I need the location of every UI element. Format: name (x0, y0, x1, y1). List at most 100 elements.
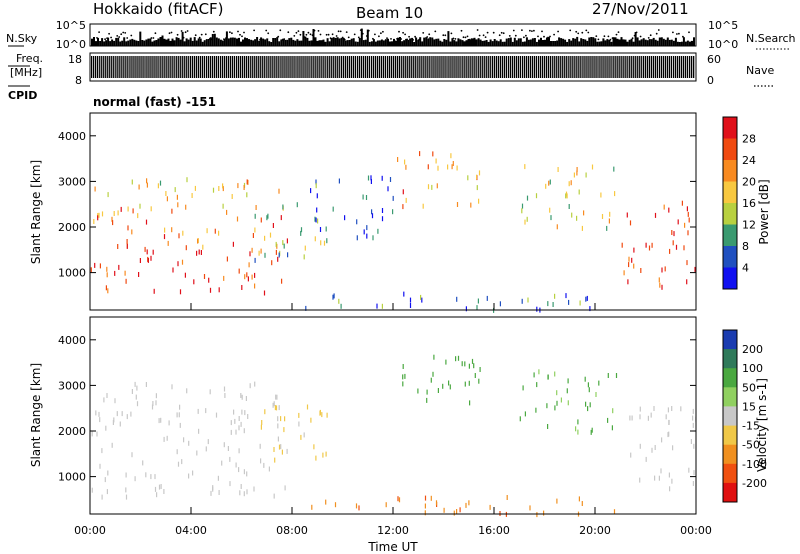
echo-cell (362, 194, 364, 200)
echo-cell (136, 401, 139, 407)
frequency-sample (207, 56, 210, 78)
echo-cell (264, 252, 266, 258)
echo-cell (244, 274, 246, 280)
echo-cell (614, 191, 616, 197)
echo-cell (196, 450, 198, 456)
nsearch-sample (106, 37, 108, 40)
x-tick-label: 00:00 (74, 524, 106, 537)
echo-cell (358, 505, 360, 511)
nsearch-sample (676, 33, 678, 35)
colorbar-tick-label: 50 (742, 381, 756, 394)
echo-cell (277, 416, 279, 422)
frequency-sample (630, 56, 632, 78)
echo-cell (95, 410, 97, 416)
nsearch-sample (428, 33, 431, 36)
echo-cell (197, 238, 199, 244)
frequency-sample (153, 56, 155, 78)
noise-sample (171, 38, 174, 46)
echo-cell (278, 252, 280, 258)
noise-sample (211, 34, 214, 46)
colorbar-segment (723, 203, 737, 225)
echo-cell (633, 263, 635, 269)
noise-sample (393, 38, 395, 46)
frequency-sample (105, 56, 107, 78)
echo-cell (113, 211, 115, 216)
noise-sample (217, 38, 220, 46)
frequency-sample (471, 56, 473, 78)
echo-cell (286, 238, 288, 244)
echo-cell (575, 426, 577, 432)
echo-cell (246, 471, 248, 477)
echo-cell (254, 272, 256, 278)
noise-sample (618, 39, 621, 46)
noise-sample (282, 38, 285, 46)
echo-cell (392, 195, 394, 201)
noise-sample (141, 40, 144, 46)
frequency-sample (546, 56, 548, 78)
power-scatter (90, 151, 696, 313)
echo-cell (171, 384, 173, 390)
nsearch-sample (267, 32, 270, 35)
echo-cell (319, 409, 321, 415)
frequency-sample (574, 56, 576, 78)
echo-cell (628, 256, 630, 262)
echo-cell (398, 497, 401, 503)
frequency-trace (91, 56, 695, 78)
echo-cell (404, 159, 406, 165)
frequency-sample (215, 56, 218, 78)
echo-cell (464, 361, 466, 367)
echo-cell (94, 186, 96, 192)
noise-sample (590, 37, 593, 46)
echo-cell (409, 297, 412, 303)
frequency-sample (693, 56, 695, 78)
nsearch-sample (390, 38, 392, 40)
echo-cell (237, 183, 239, 189)
nsearch-sample (468, 38, 471, 41)
frequency-sample (650, 56, 652, 78)
echo-cell (595, 392, 597, 397)
echo-cell (609, 211, 611, 217)
frequency-sample (290, 56, 292, 78)
echo-cell (167, 240, 169, 246)
echo-cell (238, 467, 240, 473)
frequency-sample (127, 56, 129, 78)
echo-cell (273, 493, 275, 499)
echo-cell (147, 257, 149, 263)
echo-cell (645, 242, 647, 248)
noise-sample (143, 40, 146, 46)
noise-sample (513, 37, 516, 46)
frequency-sample (374, 56, 377, 78)
noise-sample (652, 37, 655, 46)
echo-cell (479, 367, 481, 372)
nsearch-sample (398, 30, 400, 33)
echo-cell (246, 192, 248, 198)
noise-sample (411, 37, 414, 46)
noise-sample (215, 37, 218, 46)
echo-cell (107, 470, 109, 476)
echo-cell (568, 299, 570, 305)
frequency-sample (312, 56, 314, 78)
echo-cell (131, 452, 133, 458)
noise-sample (314, 37, 317, 46)
nsearch-sample (265, 29, 268, 32)
nsearch-sample (223, 38, 225, 40)
echo-cell (315, 179, 317, 185)
frequency-sample (417, 56, 419, 78)
noise-sample (127, 40, 130, 46)
echo-cell (281, 278, 283, 284)
noise-sample (364, 39, 367, 46)
frequency-sample (529, 56, 532, 78)
noise-sample (300, 40, 303, 46)
echo-cell (424, 510, 426, 516)
noise-sample (592, 37, 595, 46)
nsearch-sample (482, 34, 485, 37)
echo-cell (179, 404, 181, 410)
echo-cell (314, 216, 316, 222)
frequency-sample (276, 56, 278, 78)
echo-cell (116, 411, 118, 417)
noise-sample (564, 39, 567, 46)
frequency-sample (125, 56, 127, 78)
nsearch-sample (402, 31, 404, 34)
echo-cell (235, 462, 237, 468)
echo-cell (227, 446, 229, 451)
